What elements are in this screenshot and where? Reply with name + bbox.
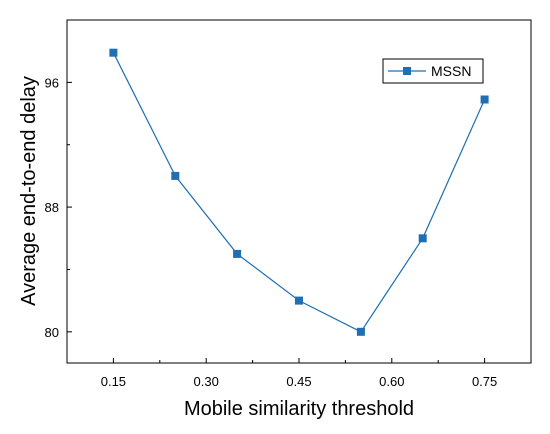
x-tick-label: 0.30 <box>194 374 219 389</box>
legend-marker <box>403 67 411 75</box>
data-point <box>295 296 303 305</box>
series-line <box>112 52 486 333</box>
series-layer <box>109 48 489 336</box>
data-point <box>418 234 427 243</box>
y-axis-title: Average end-to-end delay <box>18 76 40 306</box>
x-tick-label: 0.15 <box>101 374 126 389</box>
x-tick-label: 0.75 <box>472 374 497 389</box>
x-axis-title: Mobile similarity threshold <box>184 398 414 420</box>
y-tick-label: 96 <box>45 75 59 90</box>
x-tick-label: 0.60 <box>379 374 404 389</box>
data-point <box>171 171 180 180</box>
legend-label: MSSN <box>431 63 471 79</box>
x-tick-label: 0.45 <box>286 374 311 389</box>
ticks: 0.15 0.30 0.45 0.60 0.75 80 88 96 <box>45 19 497 389</box>
data-point <box>109 48 118 57</box>
data-point <box>480 95 489 104</box>
y-tick-label: 88 <box>45 200 59 215</box>
legend: MSSN <box>382 58 484 84</box>
y-tick-label: 80 <box>45 325 59 340</box>
data-point <box>356 327 365 336</box>
data-point <box>233 249 242 258</box>
